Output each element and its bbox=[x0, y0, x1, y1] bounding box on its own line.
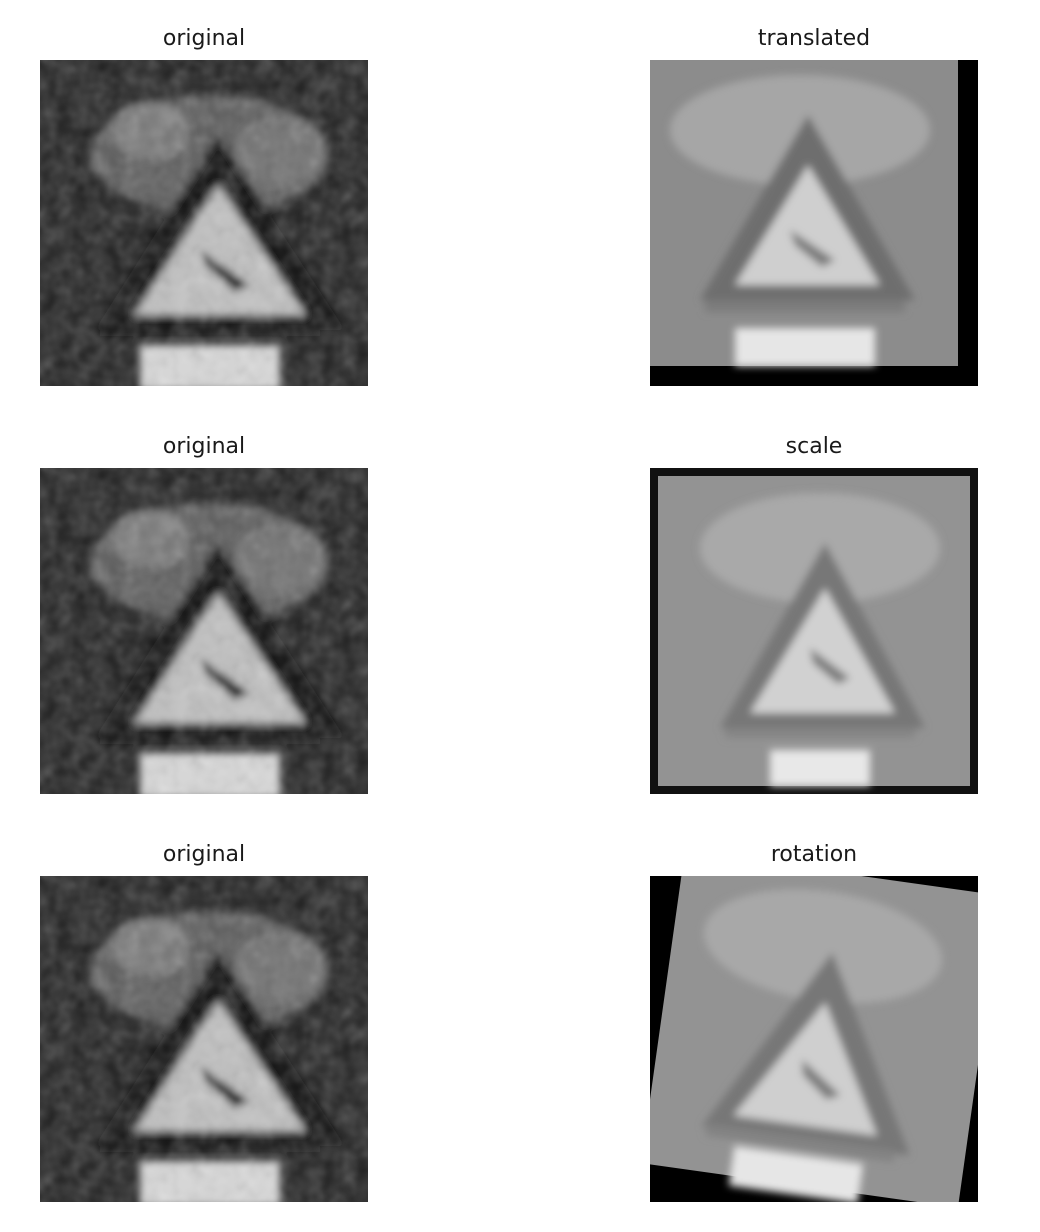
image-original-1 bbox=[40, 60, 368, 386]
image-original-3 bbox=[40, 876, 368, 1202]
panel-title-original-2: original bbox=[162, 434, 246, 459]
panel-title-translated: translated bbox=[757, 26, 871, 51]
panel-title-scale: scale bbox=[785, 434, 843, 459]
panel-title-rotation: rotation bbox=[770, 842, 858, 867]
image-original-2 bbox=[40, 468, 368, 794]
panel-title-original-3: original bbox=[162, 842, 246, 867]
image-rotation bbox=[650, 876, 978, 1202]
image-scale bbox=[650, 468, 978, 794]
image-translated bbox=[650, 60, 978, 386]
panel-title-original-1: original bbox=[162, 26, 246, 51]
